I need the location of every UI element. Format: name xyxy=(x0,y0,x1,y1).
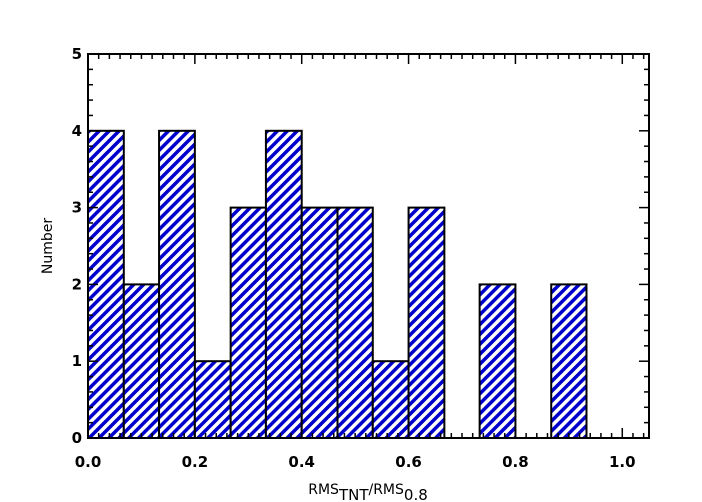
histogram-bar-13 xyxy=(550,283,588,439)
x-label-sub1: TNT xyxy=(338,486,369,502)
x-tick-label-2: 0.4 xyxy=(288,453,315,471)
y-tick-label-1: 1 xyxy=(72,352,82,370)
x-label-sub2: 0.8 xyxy=(404,486,428,502)
ticks-group xyxy=(87,53,649,439)
x-tick-label-5: 1.0 xyxy=(609,453,636,471)
histogram-bar-3 xyxy=(193,360,232,440)
histogram-bar-5 xyxy=(264,129,303,440)
plot-frame xyxy=(87,53,650,439)
y-tick-label-0: 0 xyxy=(72,429,82,447)
x-tick-labels: 0.0 0.2 0.4 0.6 0.8 1.0 xyxy=(75,453,636,471)
y-tick-label-5: 5 xyxy=(72,45,82,63)
histogram-bar-2 xyxy=(158,129,196,440)
y-axis-label: Number xyxy=(40,218,56,274)
x-tick-label-0: 0.0 xyxy=(75,453,102,471)
histogram-bar-6 xyxy=(300,206,339,439)
x-axis-label: RMSTNT/RMS0.8 xyxy=(308,482,428,502)
y-tick-label-2: 2 xyxy=(72,275,82,293)
x-label-main: RMS xyxy=(308,482,339,498)
y-tick-label-3: 3 xyxy=(72,199,82,217)
x-tick-label-1: 0.2 xyxy=(182,453,209,471)
y-tick-labels: 0 1 2 3 4 5 xyxy=(72,45,82,447)
x-label-slash: /RMS xyxy=(368,482,404,498)
x-tick-label-4: 0.8 xyxy=(502,453,529,471)
x-tick-label-3: 0.6 xyxy=(395,453,422,471)
histogram-bar-11 xyxy=(478,283,517,439)
histogram-bar-9 xyxy=(407,206,446,439)
histogram-bar-4 xyxy=(229,206,267,439)
histogram-bar-7 xyxy=(336,206,374,439)
y-tick-label-4: 4 xyxy=(72,122,82,140)
histogram-bar-8 xyxy=(371,360,410,440)
histogram-bar-1 xyxy=(122,283,161,439)
bars-group xyxy=(87,129,588,440)
